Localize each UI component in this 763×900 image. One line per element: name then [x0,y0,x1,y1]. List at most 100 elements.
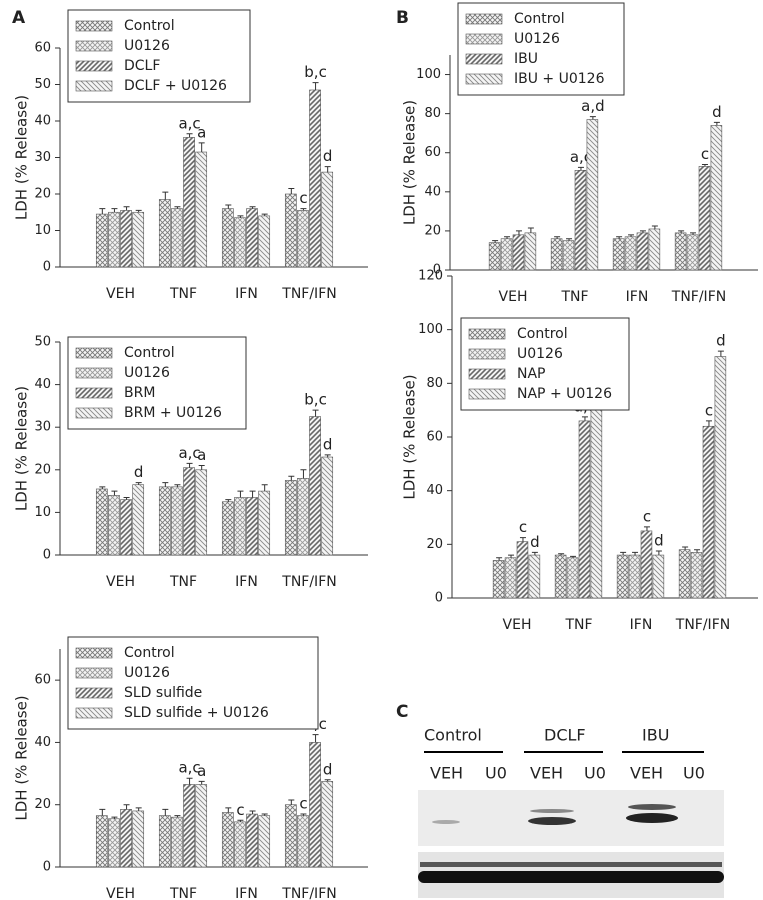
annotation: d [716,332,726,350]
bar [246,208,258,268]
x-tick-label: TNF/IFN [281,286,336,302]
error-bar [174,484,181,487]
blot-band [626,813,678,823]
y-tick-label: 80 [424,106,441,121]
legend-label: IBU + U0126 [514,71,605,87]
legend-label: DCLF [124,58,160,74]
error-bar [324,454,331,458]
legend-swatch [468,388,506,400]
annotation: b,c [304,63,327,81]
y-tick-label: 40 [424,184,441,199]
y-tick-label: 40 [34,377,51,392]
bar [714,356,727,599]
error-bar [288,799,295,805]
bar [284,804,297,868]
legend-swatch [75,667,113,679]
error-bar [135,482,142,485]
chart: 0 10 20 30 40 50 60 LDH (% Release) VEH TNF a,ca IF… [13,9,368,302]
x-tick-label: IFN [235,886,258,900]
legend-label: Control [517,326,568,342]
error-bar [237,819,244,822]
bar [120,499,132,556]
error-bar [300,813,307,816]
legend-swatch [75,387,113,399]
y-tick-label: 120 [418,269,443,284]
legend-swatch [75,647,113,659]
bar [221,501,234,556]
error-bar [492,240,499,243]
y-tick-label: 80 [426,376,443,391]
annotation: d [654,532,664,550]
bar [528,554,541,599]
bar [488,242,501,271]
bar [120,210,132,268]
annotation: b,c [304,391,327,409]
annotation: a [197,123,206,141]
error-bar [678,230,685,233]
x-tick-label: IFN [235,574,258,590]
error-bar [632,551,639,556]
annotation: a,c [570,148,592,166]
error-bar [690,232,697,235]
bar [309,89,321,268]
bar [297,815,309,868]
error-bar [508,554,515,558]
y-tick-label: 0 [43,260,51,275]
bar [171,208,183,268]
error-bar [682,546,689,550]
y-tick-label: 30 [34,150,51,165]
legend-swatch [75,80,113,92]
bar [132,484,145,556]
legend-label: NAP [517,366,546,382]
error-bar [123,804,130,810]
legend-label: DCLF + U0126 [124,78,227,94]
error-bar [174,815,181,818]
error-bar [261,213,268,216]
y-tick-label: 10 [34,505,51,520]
y-tick-label: 20 [34,462,51,477]
x-tick-label: TNF/IFN [281,574,336,590]
bar [246,813,258,868]
bar [586,119,599,271]
legend-label: U0126 [124,365,170,381]
legend-label: U0126 [124,38,170,54]
bar [158,199,171,268]
y-tick-label: 50 [34,335,51,350]
error-bar [225,807,232,813]
annotation: c [236,801,244,819]
bar [195,151,208,268]
error-bar [99,208,106,215]
legend-label: Control [124,345,175,361]
legend-swatch [465,33,503,45]
error-bar [616,236,623,239]
bar [512,234,525,271]
y-tick-label: 40 [34,114,51,129]
x-tick-label: TNF [560,289,588,305]
x-tick-label: TNF/IFN [675,617,730,633]
y-axis-label: LDH (% Release) [13,695,31,820]
annotation: c [643,507,651,525]
blot-band [528,817,576,825]
y-tick-label: 30 [34,420,51,435]
legend-swatch [468,328,506,340]
error-bar [249,810,256,815]
annotation: a,c [178,759,200,777]
bar [158,815,171,868]
error-bar [581,416,588,421]
annotation: c [299,795,307,813]
x-tick-label: IFN [626,289,649,305]
annotation: c [705,401,713,419]
error-bar [225,499,232,502]
bar [612,238,625,271]
bar [628,554,641,599]
error-bar [312,409,319,417]
error-bar [577,166,584,171]
legend-label: SLD sulfide [124,685,202,701]
x-tick-label: VEH [499,289,528,305]
error-bar [198,465,205,470]
bar [566,557,579,599]
error-bar [504,236,511,239]
y-tick-label: 60 [34,673,51,688]
